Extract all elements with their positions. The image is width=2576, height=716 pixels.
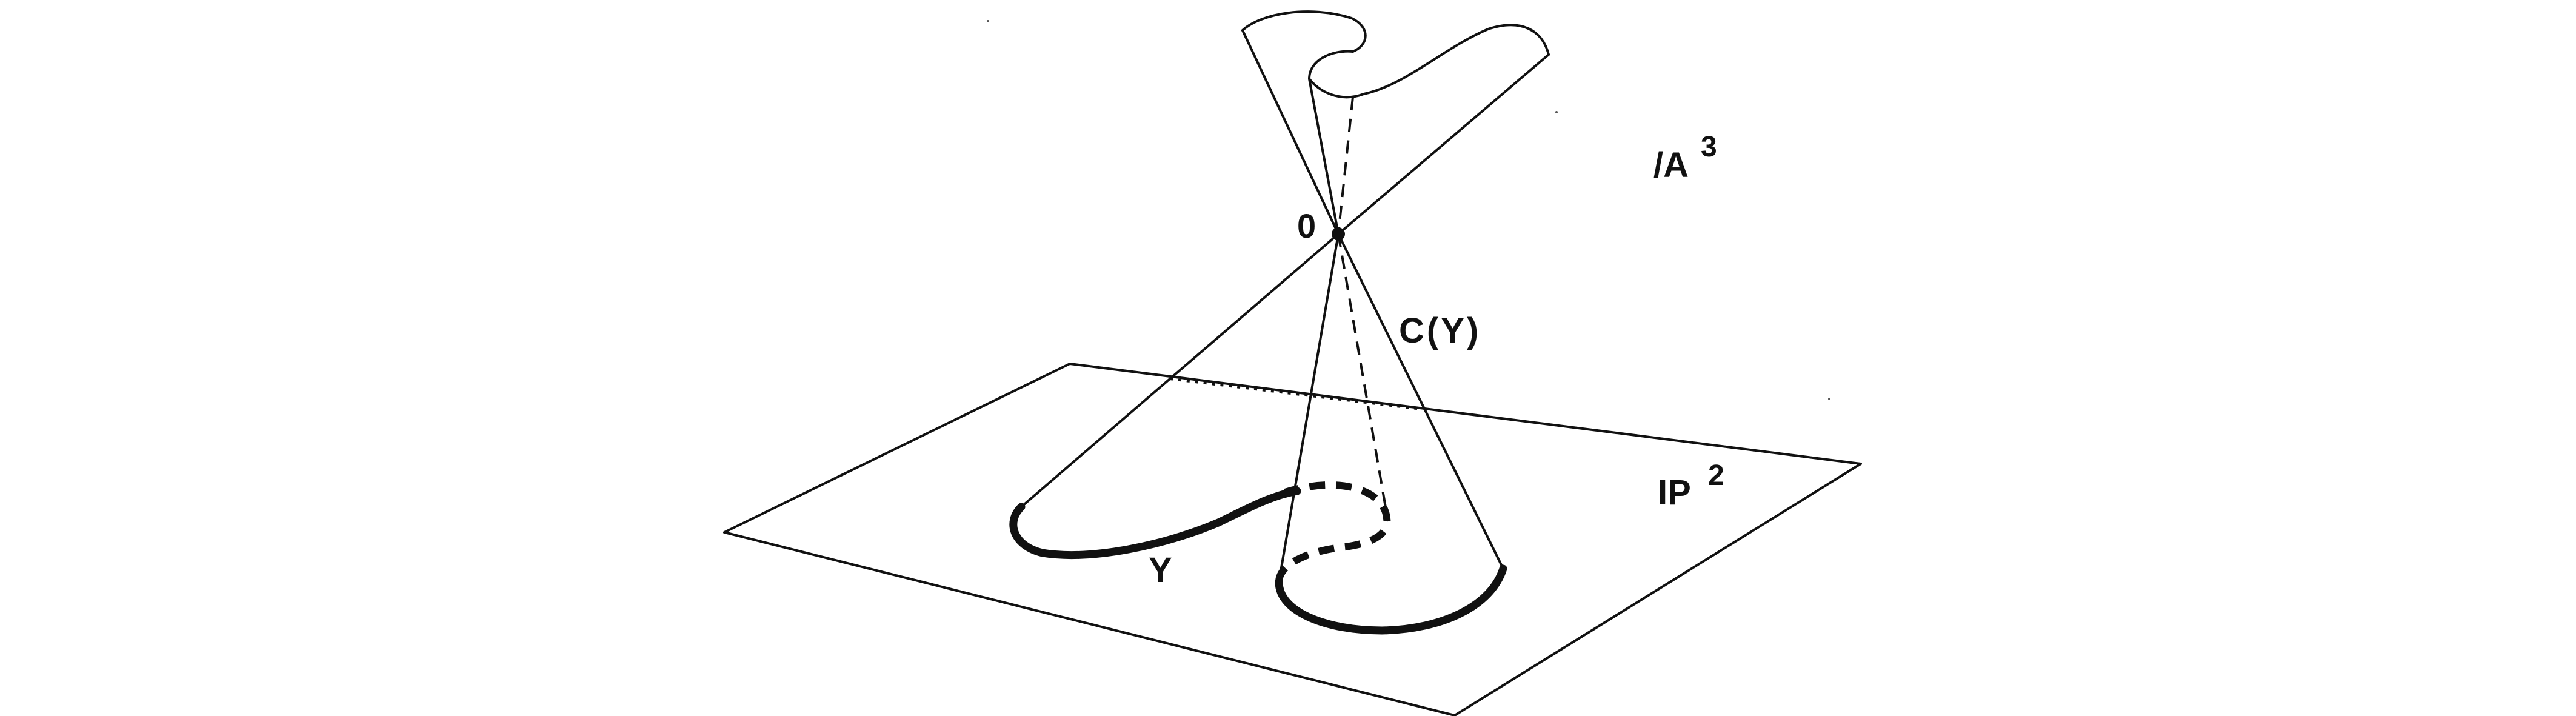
speck xyxy=(1555,111,1558,113)
generator-line-lower xyxy=(1020,378,1171,508)
curve-Y xyxy=(1009,487,1301,559)
projective-plane xyxy=(723,363,1862,716)
projective-plane-label: IP 2 xyxy=(1658,460,1724,512)
generator-line-hidden xyxy=(1169,378,1422,410)
cone-label: C(Y) xyxy=(1399,311,1481,350)
affine-space-exponent: 3 xyxy=(1701,131,1717,163)
lower-cone-nappe xyxy=(1278,233,1504,583)
speck xyxy=(1828,398,1830,400)
speck xyxy=(987,20,989,22)
upper-cone-nappe xyxy=(1241,10,1550,235)
cone-base-curve-hidden xyxy=(1275,481,1391,583)
cone-base-curve-visible xyxy=(1275,564,1507,635)
projective-plane-exponent: 2 xyxy=(1708,460,1724,492)
curve-label: Y xyxy=(1149,550,1172,590)
affine-space-symbol: /A xyxy=(1653,146,1689,185)
generator-line-mid xyxy=(1169,233,1340,380)
origin-point xyxy=(1332,227,1345,241)
origin-label: 0 xyxy=(1297,207,1316,245)
affine-space-label: /A 3 xyxy=(1653,131,1717,185)
generator-line-upper xyxy=(1337,53,1550,235)
projective-plane-symbol: IP xyxy=(1658,473,1691,512)
